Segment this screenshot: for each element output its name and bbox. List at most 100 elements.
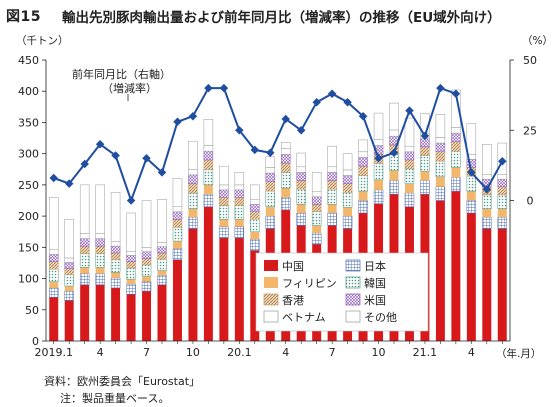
bar-segment-1-2 <box>79 273 90 286</box>
y-tick-label-2: 100 <box>18 273 39 286</box>
x-tick-label-12: 20.1 <box>227 346 252 359</box>
bar-segment-4-14 <box>265 181 275 192</box>
bar-segment-6-17 <box>311 191 322 198</box>
bar-segment-2-4 <box>111 272 121 278</box>
line-annotation-sub: （増減率） <box>102 81 157 95</box>
yoy-point-1 <box>64 179 74 188</box>
bar-segment-4-9 <box>188 183 198 194</box>
bar-segment-7-25 <box>435 114 446 138</box>
bar-segment-6-22 <box>389 129 399 137</box>
x-tick-label-3: 4 <box>97 346 104 359</box>
yoy-point-6 <box>142 154 151 163</box>
y-tick-label-9: 450 <box>18 54 39 67</box>
bar-segment-6-29 <box>497 174 507 180</box>
bar-segment-2-17 <box>312 225 322 233</box>
y-tick-label-6: 300 <box>18 148 39 161</box>
bar-segment-5-8 <box>172 211 183 220</box>
bar-segment-2-6 <box>142 276 152 282</box>
bar-segment-1-10 <box>203 194 214 207</box>
bar-segment-1-19 <box>342 215 353 229</box>
bar-segment-3-4 <box>110 259 121 273</box>
bar-segment-1-22 <box>389 180 399 195</box>
bar-segment-5-5 <box>126 255 136 262</box>
bar-segment-0-10 <box>203 206 213 341</box>
legend-label-6: ベトナム <box>282 311 326 324</box>
x-tick-label-0: 2019.1 <box>34 346 73 359</box>
yoy-line-layer <box>49 83 507 205</box>
bar-segment-3-18 <box>327 189 337 205</box>
bar-segment-3-21 <box>373 163 384 181</box>
x-tick-label-24: 21.1 <box>413 346 438 359</box>
bar-segment-6-2 <box>79 233 90 239</box>
bar-segment-3-11 <box>219 205 229 220</box>
yoy-point-14 <box>266 148 275 157</box>
bar-segment-1-15 <box>281 197 291 211</box>
bar-segment-7-19 <box>342 153 353 171</box>
bar-segment-7-0 <box>49 197 59 250</box>
y-tick-label-0: 0 <box>32 335 39 348</box>
bar-segment-0-27 <box>466 212 476 341</box>
bar-segment-6-20 <box>358 151 368 158</box>
legend-label-5: 米国 <box>364 294 386 307</box>
bar-segment-7-13 <box>250 184 260 200</box>
bar-segment-0-1 <box>64 300 74 341</box>
bar-segment-2-5 <box>126 279 136 285</box>
bar-segment-4-16 <box>296 180 306 190</box>
bar-segment-4-29 <box>497 186 507 196</box>
bar-segment-6-28 <box>482 174 492 180</box>
bar-segment-5-9 <box>188 174 198 184</box>
bar-segment-2-24 <box>420 171 430 181</box>
bar-segment-3-23 <box>404 168 415 184</box>
bar-segment-1-1 <box>64 290 74 301</box>
bar-segment-5-13 <box>250 204 260 212</box>
x-tick-label-15: 4 <box>282 346 289 359</box>
bar-segment-6-8 <box>172 206 183 212</box>
x-tick-label-21: 10 <box>372 346 386 359</box>
y2-tick-label-1: 25 <box>523 124 537 137</box>
yoy-point-7 <box>157 168 167 177</box>
figure-title: 輸出先別豚肉輸出量および前年同月比（増減率）の推移（EU域外向け） <box>62 10 501 26</box>
legend-swatch-4 <box>263 293 279 306</box>
bar-segment-5-2 <box>79 238 90 247</box>
bar-segment-7-7 <box>157 199 167 243</box>
bar-segment-0-12 <box>234 237 244 341</box>
bar-segment-4-24 <box>420 146 430 156</box>
bar-segment-1-7 <box>157 275 167 286</box>
bar-segment-6-21 <box>373 139 384 146</box>
bar-segment-3-26 <box>451 150 461 168</box>
bar-segment-2-25 <box>435 176 445 187</box>
x-axis-unit: （年.月） <box>496 347 541 360</box>
bar-segment-3-2 <box>79 253 90 268</box>
bar-segment-5-15 <box>281 154 291 164</box>
right-axis-unit: （%） <box>522 35 553 47</box>
bar-segment-7-1 <box>64 218 74 259</box>
x-tick-label-27: 4 <box>468 346 475 359</box>
legend-label-7: その他 <box>364 311 397 324</box>
bar-segment-3-10 <box>203 169 214 186</box>
bar-segment-1-23 <box>404 192 415 207</box>
legend-box <box>255 252 429 332</box>
bar-segment-7-9 <box>188 140 198 170</box>
bar-segment-2-16 <box>296 204 306 213</box>
bar-segment-1-29 <box>497 217 507 229</box>
bar-segment-7-10 <box>203 119 214 146</box>
bar-segment-6-9 <box>188 169 198 176</box>
y2-tick-label-2: 50 <box>523 54 537 67</box>
bar-segment-7-5 <box>126 212 136 252</box>
bar-segment-5-1 <box>64 262 74 269</box>
figure-label: 図15 <box>6 9 41 25</box>
bar-segment-6-7 <box>157 242 167 247</box>
bar-segment-5-23 <box>404 151 415 161</box>
bar-segment-4-25 <box>435 151 446 162</box>
bar-segment-6-0 <box>49 248 59 255</box>
bar-segment-1-4 <box>110 277 121 289</box>
legend-swatch-6 <box>263 310 279 323</box>
bar-segment-1-20 <box>358 200 368 214</box>
bar-segment-5-14 <box>265 172 275 183</box>
bar-segment-0-5 <box>126 294 136 341</box>
bar-segment-2-29 <box>497 208 507 218</box>
y-tick-label-7: 350 <box>18 116 39 129</box>
bar-segment-4-11 <box>219 197 229 206</box>
legend-label-3: 韓国 <box>364 277 386 290</box>
bar-segment-2-12 <box>234 219 244 227</box>
